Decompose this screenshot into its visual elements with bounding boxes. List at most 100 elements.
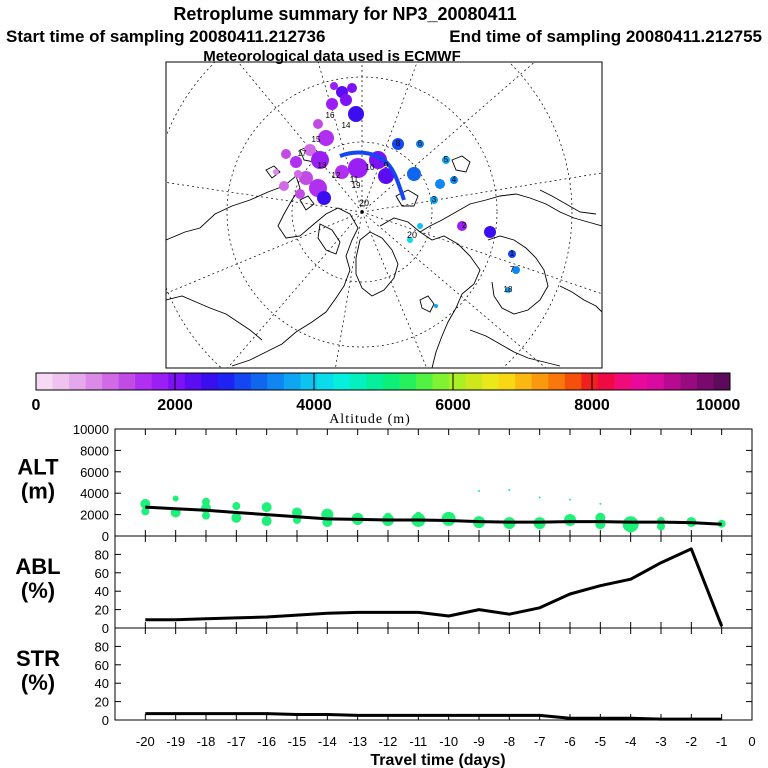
colorbar-swatch (465, 373, 483, 390)
map-day-label: 8 (396, 139, 401, 148)
abl-series-line (145, 547, 724, 627)
x-tick-label: -9 (473, 734, 485, 749)
colorbar-swatch (184, 373, 202, 390)
x-tick-label: -2 (686, 734, 698, 749)
y-tick-label: 20 (95, 603, 109, 618)
x-axis: -20 -19 -18 -17 -16 -15 -14 -13 -12 -11 -10 -9 -8 -7-… (136, 734, 756, 749)
map-day-label: 6 (418, 139, 423, 148)
colorbar-swatch (234, 373, 252, 390)
colorbar-swatch (52, 373, 70, 390)
x-tick-label: -17 (227, 734, 246, 749)
map-day-label: 10 (366, 163, 375, 172)
y-tick-label: 60 (95, 566, 109, 581)
colorbar-frame (35, 372, 731, 391)
x-tick-label: -20 (136, 734, 155, 749)
map-day-label: 12 (332, 171, 341, 180)
x-axis-label: Travel time (days) (370, 752, 505, 768)
x-tick-label: -14 (318, 734, 337, 749)
x-tick-label: -1 (716, 734, 728, 749)
colorbar-swatch (250, 373, 268, 390)
y-tick-label: 10000 (73, 422, 109, 437)
colorbar-swatch (316, 373, 334, 390)
altitude-scatter-point (415, 511, 422, 518)
panel-abl: 0 20 40 60 80 ABL(%) (15, 535, 753, 636)
colorbar-tick-label: 8000 (574, 397, 610, 414)
x-tick-label: -11 (409, 734, 427, 749)
colorbar-swatch (680, 373, 698, 390)
colorbar-swatch (69, 373, 86, 390)
colorbar-swatch (515, 373, 533, 390)
altitude-scatter-point (141, 507, 150, 516)
map-day-label: 2 (462, 221, 467, 230)
map-day-labels: 16 15 17 14 13 12 11 10 9 8 5 4 3 2 1 6 … (298, 111, 515, 294)
colorbar-tick-label: 6000 (435, 397, 471, 414)
colorbar-swatch (399, 373, 417, 390)
y-axis-label: STR (16, 646, 60, 671)
y-tick-label: 60 (95, 658, 109, 673)
x-tick-label: -12 (379, 734, 398, 749)
map-latitude-label: 20 (359, 198, 369, 208)
altitude-scatter-point (261, 502, 272, 513)
altitude-scatter-point (232, 502, 241, 511)
y-axis-label: (%) (21, 670, 55, 695)
y-tick-label: 4000 (80, 486, 109, 501)
colorbar-swatch (283, 373, 301, 390)
map-day-label: 5 (444, 155, 449, 164)
altitude-scatter-point (231, 512, 242, 523)
altitude-scatter-point (172, 495, 179, 502)
colorbar-tick-label: 2000 (157, 397, 193, 414)
y-tick-label: 20 (95, 695, 109, 710)
colorbar-swatch (581, 373, 599, 390)
map-day-label: 16 (326, 111, 335, 120)
y-axis-label: (%) (21, 578, 55, 603)
colorbar-swatch (135, 373, 152, 390)
y-tick-label: 0 (102, 621, 109, 636)
altitude-scatter-point (599, 502, 602, 505)
colorbar-swatch (151, 373, 169, 390)
colorbar-swatch (383, 373, 400, 390)
panel-str: 0 20 40 60 80 STR(%) (16, 627, 753, 728)
colorbar-swatch (630, 373, 648, 390)
y-tick-label: 0 (102, 529, 109, 544)
x-tick-label: -4 (625, 734, 637, 749)
map-day-label: 17 (298, 149, 307, 158)
y-tick-label: 6000 (80, 465, 109, 480)
str-series-line (145, 712, 722, 721)
y-tick-label: 40 (95, 676, 109, 691)
map-day-label: 19 (352, 181, 361, 190)
map-day-label: 13 (318, 161, 327, 170)
map-day-label: 15 (312, 135, 321, 144)
x-tick-label: -13 (348, 734, 367, 749)
panel-frame (114, 627, 753, 721)
y-tick-label: 80 (95, 639, 109, 654)
colorbar-swatch (201, 373, 219, 390)
x-tick-label: -16 (257, 734, 276, 749)
map-latitude-labels: 20 20 (359, 198, 417, 240)
map-day-label: 18 (504, 285, 513, 294)
colorbar-swatch (713, 373, 731, 390)
colorbar-swatch (432, 373, 450, 390)
figure-title: Retroplume summary for NP3_20080411 (173, 4, 516, 24)
map-panel: 16 15 17 14 13 12 11 10 9 8 5 4 3 2 1 6 … (165, 61, 603, 369)
y-axis-label: ALT (17, 455, 59, 480)
colorbar-swatch (366, 373, 384, 390)
altitude-scatter-point (441, 511, 456, 526)
map-day-label: 7 (510, 265, 515, 274)
y-tick-label: 80 (95, 547, 109, 562)
colorbar-tick-label: 4000 (296, 397, 332, 414)
x-tick-label: -8 (504, 734, 516, 749)
y-tick-label: 8000 (80, 443, 109, 458)
colorbar-label: Altitude (m) (329, 412, 411, 427)
colorbar-swatch (267, 373, 285, 390)
colorbar-swatch (102, 373, 119, 390)
altitude-colorbar (35, 372, 731, 391)
altitude-scatter-point (538, 496, 541, 499)
altitude-scatter-point (657, 522, 665, 531)
altitude-scatter-point (569, 498, 571, 501)
map-day-label: 4 (452, 175, 457, 184)
map-latitude-label: 20 (407, 230, 417, 240)
colorbar-tick-label: 0 (32, 397, 41, 414)
colorbar-swatch (482, 373, 499, 390)
map-day-label: 14 (342, 121, 351, 130)
